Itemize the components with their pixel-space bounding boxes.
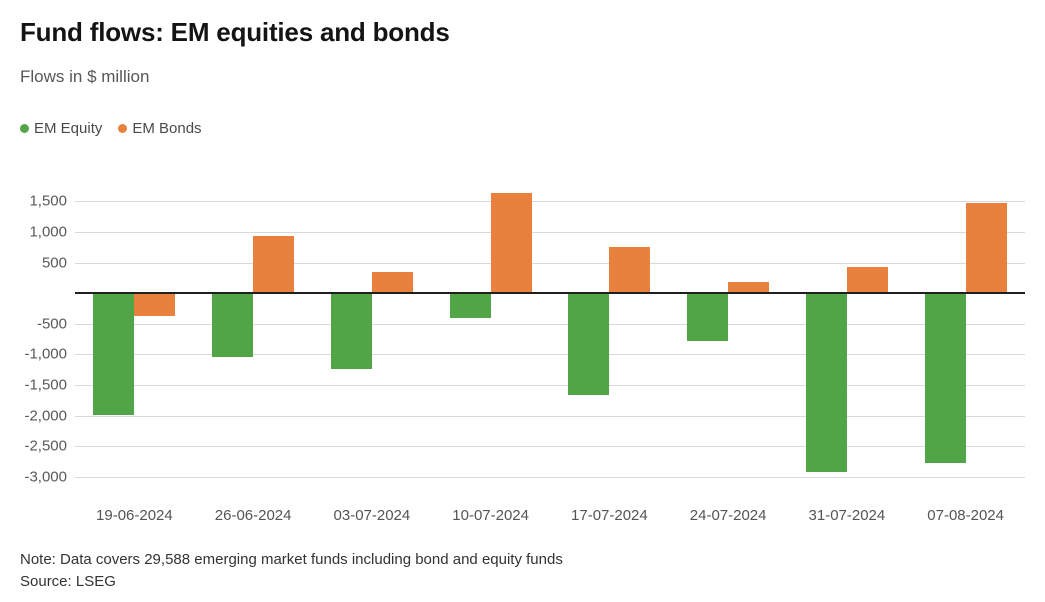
bar-em-equity-03-07-2024 (330, 293, 372, 369)
y-tick-label: 1,500 (29, 192, 67, 210)
x-tick-label: 07-08-2024 (927, 507, 1004, 524)
x-tick-label: 10-07-2024 (452, 507, 529, 524)
zero-axis-line (75, 292, 1025, 295)
gridline (75, 201, 1025, 203)
bar-em-bonds-24-07-2024 (728, 282, 770, 294)
bar-em-bonds-03-07-2024 (371, 271, 413, 294)
legend-label-em-equity: EM Equity (34, 120, 103, 137)
y-tick-label: -2,500 (24, 437, 67, 455)
bar-em-bonds-10-07-2024 (490, 193, 532, 294)
bar-em-bonds-07-08-2024 (965, 202, 1007, 294)
bar-em-equity-07-08-2024 (924, 293, 966, 463)
y-tick-label: -1,000 (24, 345, 67, 363)
y-tick-label: -500 (36, 315, 67, 333)
gridline (75, 446, 1025, 448)
bar-em-equity-31-07-2024 (805, 293, 847, 473)
bar-em-bonds-19-06-2024 (134, 293, 176, 317)
chart-title: Fund flows: EM equities and bonds (20, 17, 450, 47)
x-tick-label: 03-07-2024 (333, 507, 411, 524)
legend: EM Equity EM Bonds (20, 120, 202, 137)
bar-em-bonds-31-07-2024 (846, 267, 888, 294)
x-tick-label: 26-06-2024 (214, 507, 292, 524)
bar-em-bonds-17-07-2024 (609, 246, 651, 294)
gridline (75, 323, 1025, 325)
legend-swatch-bonds-icon (118, 124, 128, 133)
gridline (75, 354, 1025, 356)
bar-em-equity-10-07-2024 (449, 293, 491, 319)
bar-em-equity-17-07-2024 (568, 293, 610, 395)
plot-area (75, 186, 1025, 492)
y-tick-label: -1,500 (24, 376, 67, 394)
legend-item-em-bonds: EM Bonds (118, 120, 202, 137)
legend-swatch-equity-icon (20, 124, 29, 133)
footnote: Note: Data covers 29,588 emerging market… (20, 551, 563, 568)
gridline (75, 384, 1025, 386)
chart-subtitle: Flows in $ million (20, 67, 150, 86)
gridline (75, 262, 1025, 264)
y-tick-label: 500 (41, 254, 67, 271)
y-tick-label: -3,000 (24, 468, 67, 486)
y-tick-label: -2,000 (24, 407, 67, 424)
x-tick-label: 24-07-2024 (689, 507, 767, 524)
source: Source: LSEG (20, 573, 116, 590)
x-tick-label: 31-07-2024 (808, 507, 886, 524)
bar-em-equity-19-06-2024 (93, 293, 135, 416)
gridline (75, 476, 1025, 478)
gridline (75, 415, 1025, 417)
legend-label-em-bonds: EM Bonds (132, 120, 202, 137)
bar-em-equity-26-06-2024 (212, 293, 254, 358)
x-tick-label: 17-07-2024 (571, 507, 648, 524)
bar-em-equity-24-07-2024 (687, 293, 729, 341)
x-tick-label: 19-06-2024 (96, 507, 173, 524)
y-tick-label: 1,000 (29, 223, 67, 241)
bar-em-bonds-26-06-2024 (253, 236, 295, 294)
gridline (75, 231, 1025, 233)
legend-item-em-equity: EM Equity (20, 120, 102, 137)
